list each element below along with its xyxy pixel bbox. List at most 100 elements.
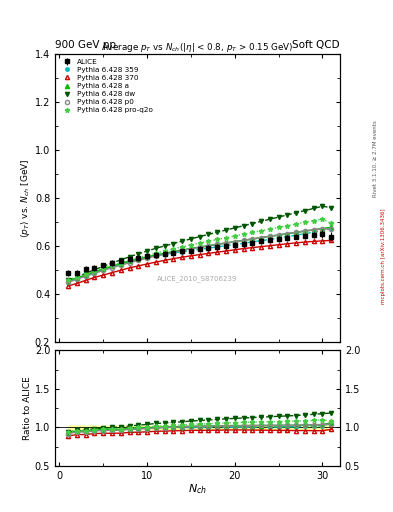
- Pythia 6.428 p0: [127, 260, 132, 266]
- Pythia 6.428 359: [320, 227, 325, 233]
- Pythia 6.428 a: [206, 243, 211, 249]
- Pythia 6.428 a: [101, 266, 106, 272]
- Pythia 6.428 p0: [241, 238, 246, 244]
- Pythia 6.428 dw: [206, 231, 211, 238]
- Pythia 6.428 370: [145, 261, 149, 267]
- Pythia 6.428 p0: [92, 270, 97, 276]
- Pythia 6.428 370: [294, 240, 298, 246]
- Pythia 6.428 pro-q2o: [232, 233, 237, 239]
- Pythia 6.428 p0: [118, 262, 123, 268]
- Pythia 6.428 370: [276, 242, 281, 248]
- Line: Pythia 6.428 dw: Pythia 6.428 dw: [66, 204, 333, 282]
- Pythia 6.428 p0: [285, 230, 290, 237]
- Pythia 6.428 dw: [285, 212, 290, 218]
- Pythia 6.428 359: [180, 249, 184, 255]
- Pythia 6.428 pro-q2o: [110, 262, 114, 268]
- Pythia 6.428 359: [83, 273, 88, 280]
- Pythia 6.428 dw: [268, 216, 272, 222]
- Pythia 6.428 dw: [180, 238, 184, 244]
- Pythia 6.428 pro-q2o: [259, 228, 263, 234]
- Pythia 6.428 pro-q2o: [136, 254, 141, 261]
- Pythia 6.428 359: [118, 261, 123, 267]
- Pythia 6.428 p0: [162, 251, 167, 257]
- Pythia 6.428 pro-q2o: [215, 237, 220, 243]
- Pythia 6.428 pro-q2o: [303, 219, 307, 225]
- Pythia 6.428 dw: [189, 236, 193, 242]
- Pythia 6.428 p0: [101, 267, 106, 273]
- Pythia 6.428 pro-q2o: [268, 226, 272, 232]
- Pythia 6.428 dw: [145, 248, 149, 254]
- Pythia 6.428 a: [145, 254, 149, 260]
- Pythia 6.428 p0: [232, 239, 237, 245]
- Pythia 6.428 a: [83, 272, 88, 278]
- Pythia 6.428 a: [189, 246, 193, 252]
- Text: Rivet 3.1.10, ≥ 2.7M events: Rivet 3.1.10, ≥ 2.7M events: [373, 120, 378, 197]
- Pythia 6.428 359: [241, 240, 246, 246]
- Pythia 6.428 359: [92, 269, 97, 275]
- Pythia 6.428 p0: [145, 255, 149, 261]
- Pythia 6.428 p0: [276, 232, 281, 238]
- Pythia 6.428 p0: [294, 229, 298, 236]
- Pythia 6.428 a: [224, 240, 228, 246]
- Pythia 6.428 359: [66, 278, 70, 284]
- Pythia 6.428 pro-q2o: [180, 244, 184, 250]
- Pythia 6.428 359: [224, 243, 228, 249]
- Pythia 6.428 pro-q2o: [241, 231, 246, 237]
- Pythia 6.428 359: [197, 246, 202, 252]
- Pythia 6.428 a: [215, 241, 220, 247]
- Pythia 6.428 pro-q2o: [101, 265, 106, 271]
- Pythia 6.428 dw: [101, 263, 106, 269]
- Line: Pythia 6.428 a: Pythia 6.428 a: [66, 225, 333, 283]
- Line: Pythia 6.428 pro-q2o: Pythia 6.428 pro-q2o: [66, 217, 334, 283]
- Pythia 6.428 pro-q2o: [276, 224, 281, 230]
- Pythia 6.428 a: [294, 229, 298, 236]
- Pythia 6.428 370: [259, 244, 263, 250]
- Pythia 6.428 359: [329, 226, 334, 232]
- Text: mcplots.cern.ch [arXiv:1306.3436]: mcplots.cern.ch [arXiv:1306.3436]: [381, 208, 386, 304]
- Pythia 6.428 p0: [259, 234, 263, 241]
- Pythia 6.428 359: [232, 242, 237, 248]
- Pythia 6.428 pro-q2o: [83, 271, 88, 278]
- Pythia 6.428 dw: [83, 270, 88, 276]
- Pythia 6.428 370: [311, 238, 316, 244]
- Pythia 6.428 a: [92, 269, 97, 275]
- Pythia 6.428 pro-q2o: [320, 216, 325, 222]
- Pythia 6.428 a: [136, 256, 141, 262]
- Legend: ALICE, Pythia 6.428 359, Pythia 6.428 370, Pythia 6.428 a, Pythia 6.428 dw, Pyth: ALICE, Pythia 6.428 359, Pythia 6.428 37…: [58, 57, 156, 116]
- Pythia 6.428 dw: [75, 274, 79, 280]
- Pythia 6.428 dw: [118, 257, 123, 263]
- Pythia 6.428 370: [75, 281, 79, 287]
- Pythia 6.428 a: [311, 227, 316, 233]
- Pythia 6.428 dw: [171, 241, 176, 247]
- Pythia 6.428 359: [311, 229, 316, 236]
- Text: 900 GeV pp: 900 GeV pp: [55, 40, 116, 50]
- Pythia 6.428 pro-q2o: [162, 248, 167, 254]
- Pythia 6.428 a: [329, 224, 334, 230]
- Pythia 6.428 pro-q2o: [197, 240, 202, 246]
- Pythia 6.428 a: [241, 238, 246, 244]
- Text: Soft QCD: Soft QCD: [292, 40, 340, 50]
- Pythia 6.428 370: [180, 254, 184, 260]
- Pythia 6.428 dw: [197, 233, 202, 240]
- Pythia 6.428 a: [66, 278, 70, 284]
- Pythia 6.428 dw: [303, 207, 307, 214]
- Pythia 6.428 359: [189, 247, 193, 253]
- Pythia 6.428 a: [180, 247, 184, 253]
- Pythia 6.428 a: [162, 250, 167, 257]
- Pythia 6.428 370: [320, 238, 325, 244]
- Pythia 6.428 370: [189, 253, 193, 259]
- Pythia 6.428 370: [329, 238, 334, 244]
- Pythia 6.428 370: [101, 272, 106, 278]
- Pythia 6.428 359: [136, 257, 141, 263]
- Pythia 6.428 p0: [136, 258, 141, 264]
- Pythia 6.428 p0: [206, 243, 211, 249]
- Pythia 6.428 a: [110, 263, 114, 269]
- Text: ALICE_2010_S8706239: ALICE_2010_S8706239: [157, 275, 238, 282]
- Line: Pythia 6.428 p0: Pythia 6.428 p0: [66, 226, 333, 284]
- Pythia 6.428 a: [127, 258, 132, 264]
- Pythia 6.428 370: [154, 259, 158, 265]
- Pythia 6.428 p0: [303, 228, 307, 234]
- Pythia 6.428 370: [127, 265, 132, 271]
- Line: Pythia 6.428 359: Pythia 6.428 359: [66, 227, 333, 283]
- Pythia 6.428 pro-q2o: [171, 246, 176, 252]
